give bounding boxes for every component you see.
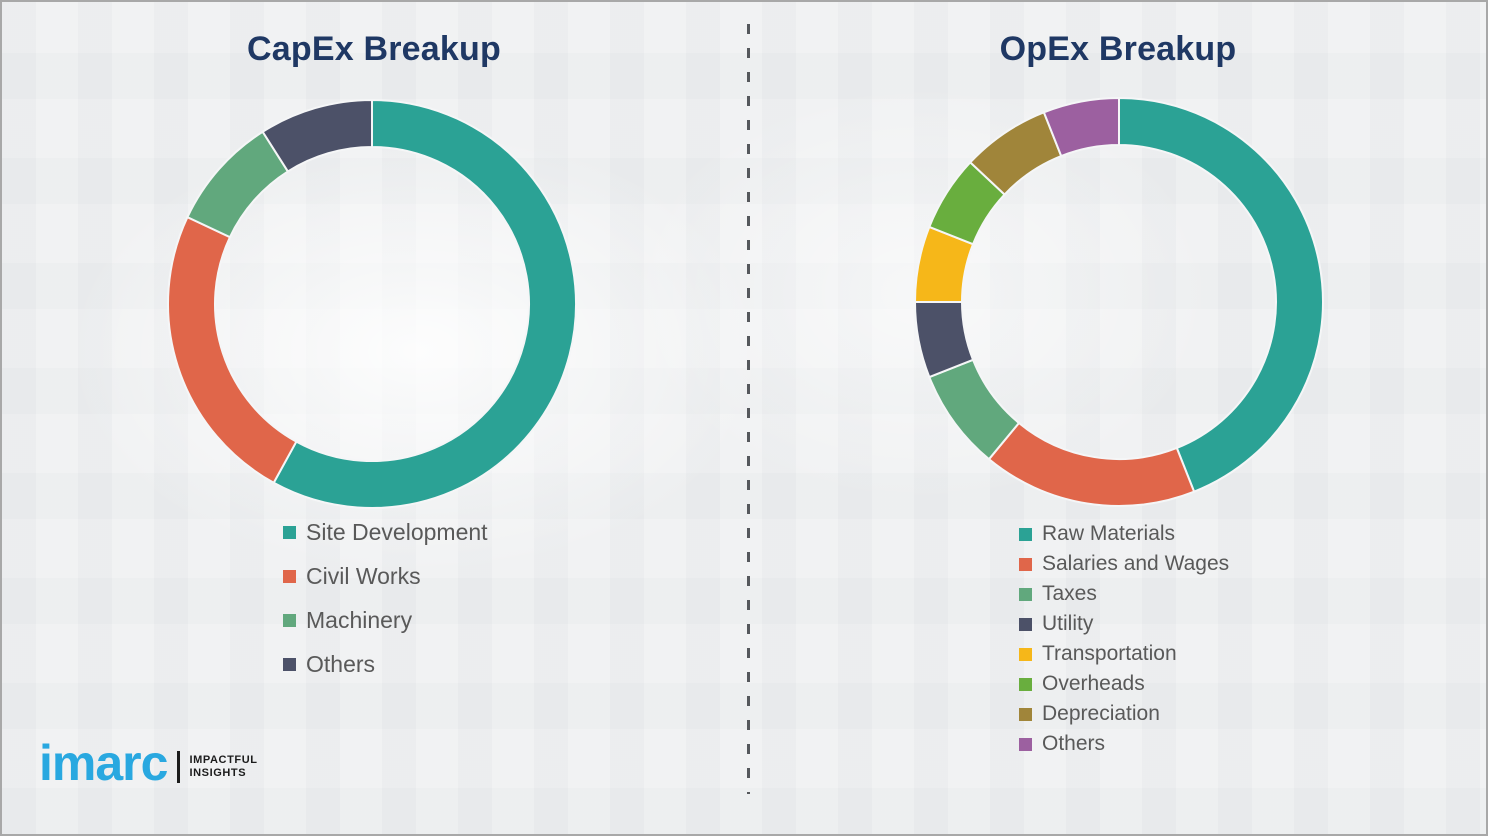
legend-item: Salaries and Wages (1019, 549, 1229, 579)
legend-label: Civil Works (306, 562, 421, 589)
legend-item: Utility (1019, 609, 1229, 639)
donut-segment-civil-works (167, 215, 298, 485)
legend-label: Transportation (1042, 642, 1177, 665)
logo-separator-bar (177, 751, 181, 783)
legend-swatch-icon (283, 525, 296, 539)
legend-label: Site Development (306, 518, 488, 545)
legend-swatch-icon (1019, 527, 1032, 541)
legend-item: Transportation (1019, 639, 1229, 669)
legend-swatch-icon (1019, 647, 1032, 661)
legend-label: Overheads (1042, 672, 1145, 695)
legend-item: Site Development (283, 510, 488, 554)
imarc-logo-wordmark: imarc (39, 735, 168, 791)
imarc-logo-tagline: IMPACTFUL INSIGHTS (189, 754, 257, 780)
legend-label: Salaries and Wages (1042, 552, 1230, 575)
legend-swatch-icon (1019, 677, 1032, 691)
capex-chart-title: CapEx Breakup (247, 30, 501, 68)
capex-legend: Site Development Civil Works Machinery Othe… (283, 510, 488, 686)
legend-item: Overheads (1019, 669, 1229, 699)
capex-donut-chart (162, 94, 582, 514)
legend-label: Depreciation (1042, 702, 1160, 725)
legend-item: Civil Works (283, 554, 488, 598)
legend-swatch-icon (1019, 617, 1032, 631)
legend-label: Others (1042, 732, 1106, 755)
legend-label: Raw Materials (1042, 522, 1176, 545)
opex-legend: Raw Materials Salaries and Wages Taxes Util… (1019, 519, 1229, 759)
legend-item: Depreciation (1019, 699, 1229, 729)
legend-swatch-icon (283, 613, 296, 627)
donut-segment-salaries-and-wages (987, 421, 1196, 507)
legend-label: Machinery (306, 606, 413, 633)
legend-swatch-icon (283, 569, 296, 583)
imarc-logo: imarc IMPACTFUL INSIGHTS (39, 738, 258, 788)
legend-label: Taxes (1042, 582, 1097, 605)
legend-item: Others (1019, 729, 1229, 759)
legend-swatch-icon (1019, 737, 1032, 751)
tagline-line-2: INSIGHTS (189, 767, 247, 779)
legend-label: Utility (1042, 612, 1094, 635)
legend-item: Others (283, 642, 488, 686)
donut-segment-others (1042, 96, 1120, 158)
legend-swatch-icon (283, 657, 296, 671)
donut-segment-raw-materials (1118, 96, 1324, 493)
opex-chart-title: OpEx Breakup (999, 30, 1237, 68)
legend-swatch-icon (1019, 707, 1032, 721)
legend-item: Machinery (283, 598, 488, 642)
legend-item: Raw Materials (1019, 519, 1229, 549)
opex-donut-chart (909, 92, 1329, 512)
legend-label: Others (306, 650, 376, 677)
tagline-line-1: IMPACTFUL (189, 754, 258, 766)
dashed-divider-line (747, 24, 750, 794)
donut-segment-others (261, 98, 373, 173)
legend-item: Taxes (1019, 579, 1229, 609)
legend-swatch-icon (1019, 557, 1032, 571)
legend-swatch-icon (1019, 587, 1032, 601)
donut-segment-site-development (272, 98, 577, 509)
